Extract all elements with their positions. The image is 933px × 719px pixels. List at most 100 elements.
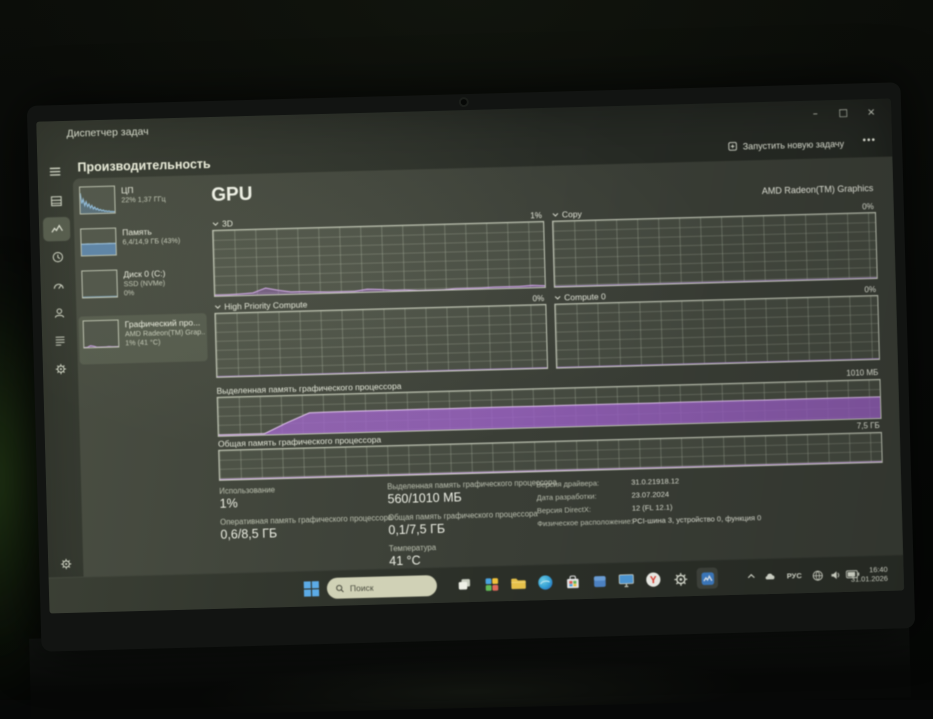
- new-task-icon: [727, 141, 738, 152]
- rail-item-details[interactable]: [46, 329, 74, 354]
- detail-directx-value: 12 (FL 12.1): [632, 503, 673, 513]
- system-tray: РУС 16:40 31.01.2026: [903, 555, 904, 591]
- minimize-button[interactable]: –: [801, 100, 830, 127]
- detail-location-value: PCI-шина 3, устройство 0, функция 0: [632, 513, 761, 525]
- search-input[interactable]: Поиск: [327, 575, 438, 599]
- widgets-icon: [483, 576, 499, 592]
- gpu-compute0-graph: [554, 295, 880, 369]
- rail-item-app-history[interactable]: [44, 245, 72, 270]
- gpu-detail-2: 1% (41 °C): [125, 336, 205, 347]
- task-manager-window: Диспетчер задач – □ × Производительность…: [36, 99, 904, 614]
- sidebar-item-disk[interactable]: Диск 0 (C:) SSD (NVMe) 0%: [77, 265, 206, 314]
- services-gear-icon: [53, 362, 67, 376]
- rail-item-processes[interactable]: [42, 189, 70, 214]
- sidebar-item-gpu[interactable]: Графический про... AMD Radeon(TM) Grap..…: [78, 313, 207, 364]
- store-icon: [564, 574, 580, 590]
- network-button[interactable]: [812, 570, 824, 582]
- language-indicator[interactable]: РУС: [787, 571, 802, 580]
- stat-utilization-label: Использование: [219, 485, 275, 496]
- sidebar-item-cpu[interactable]: ЦП 22% 1,37 ГГц: [75, 181, 204, 224]
- widgets-button[interactable]: [481, 573, 503, 595]
- gpu-3d-graph: [212, 221, 546, 297]
- rail-item-menu[interactable]: [41, 159, 69, 184]
- laptop-bezel: Диспетчер задач – □ × Производительность…: [27, 82, 915, 651]
- details-icon: [52, 334, 66, 348]
- graph-label-compute0[interactable]: Compute 0: [554, 291, 606, 302]
- svg-text:Y: Y: [650, 575, 657, 586]
- rail-item-services[interactable]: [47, 357, 75, 382]
- stat-dedicated-label: Выделенная память графического процессор…: [387, 478, 557, 492]
- window-controls: – □ ×: [801, 99, 886, 127]
- detail-location-label: Физическое расположение:: [537, 517, 633, 529]
- photo-scene: Диспетчер задач – □ × Производительность…: [0, 0, 933, 700]
- settings-app-gear-icon: [672, 571, 688, 587]
- cpu-text: ЦП 22% 1,37 ГГц: [121, 183, 201, 204]
- app-history-icon: [50, 250, 64, 264]
- stat-gpu-ram-value: 0,6/8,5 ГБ: [220, 526, 277, 542]
- more-options-button[interactable]: •••: [862, 135, 876, 146]
- detail-driver-version-value: 31.0.21918.12: [631, 476, 679, 486]
- cpu-detail: 22% 1,37 ГГц: [121, 193, 201, 204]
- clock[interactable]: 16:40 31.01.2026: [851, 565, 888, 584]
- close-button[interactable]: ×: [857, 99, 886, 126]
- disk-thumbnail-graph: [81, 270, 118, 299]
- screen: Диспетчер задач – □ × Производительность…: [36, 99, 904, 614]
- search-icon: [335, 583, 345, 593]
- chevron-down-icon: [552, 212, 559, 217]
- graph-label-copy[interactable]: Copy: [552, 209, 582, 220]
- start-button[interactable]: [301, 578, 323, 600]
- run-new-task-button[interactable]: Запустить новую задачу: [727, 138, 845, 152]
- gpu-text: Графический про... AMD Radeon(TM) Grap..…: [125, 317, 206, 347]
- menu-icon: [47, 163, 62, 178]
- rail-item-users[interactable]: [45, 301, 73, 326]
- folder-icon: [510, 575, 527, 592]
- chevron-down-icon: [554, 295, 561, 300]
- chevron-down-icon: [214, 304, 221, 309]
- performance-content: ЦП 22% 1,37 ГГц Память 6,4/14,9 ГБ (43%): [73, 157, 903, 577]
- webcam-dot: [461, 99, 467, 105]
- blue-app-icon: [591, 573, 607, 589]
- disk-text: Диск 0 (C:) SSD (NVMe) 0%: [123, 267, 204, 297]
- stat-gpu-ram-label: Оперативная память графического процессо…: [220, 513, 392, 527]
- detail-driver-date-value: 23.07.2024: [631, 490, 669, 500]
- processes-icon: [49, 194, 63, 208]
- yandex-browser-button[interactable]: Y: [643, 569, 665, 591]
- microsoft-store-button[interactable]: [562, 571, 584, 593]
- network-globe-icon: [812, 570, 824, 582]
- stat-temperature-value: 41 °C: [389, 553, 421, 568]
- chevron-down-icon: [212, 221, 219, 226]
- graph-value-hpc: 0%: [514, 294, 544, 304]
- task-manager-icon: [699, 570, 715, 586]
- gpu-hpc-graph: [214, 304, 548, 378]
- maximize-button[interactable]: □: [829, 99, 858, 126]
- gpu-copy-graph: [552, 212, 878, 288]
- tray-date: 31.01.2026: [851, 574, 888, 584]
- display-app-button[interactable]: [616, 570, 638, 592]
- blue-app-button[interactable]: [589, 570, 611, 592]
- startup-apps-icon: [51, 278, 65, 292]
- stat-shared-label: Общая память графического процессора: [388, 509, 538, 522]
- graph-value-copy: 0%: [844, 202, 874, 212]
- gpu-page-title: GPU: [211, 184, 253, 207]
- task-manager-app-button[interactable]: [697, 567, 719, 589]
- graph-label-3d[interactable]: 3D: [212, 218, 233, 229]
- users-icon: [52, 306, 66, 320]
- gpu-device-name: AMD Radeon(TM) Graphics: [762, 183, 874, 196]
- rail-item-startup-apps[interactable]: [44, 273, 72, 298]
- volume-button[interactable]: [830, 569, 842, 581]
- dedicated-memory-scale: 1010 МБ: [833, 368, 878, 378]
- edge-icon: [537, 574, 554, 591]
- tray-cloud-button[interactable]: [764, 571, 776, 581]
- sidebar-item-memory[interactable]: Память 6,4/14,9 ГБ (43%): [76, 223, 205, 266]
- stat-shared-value: 0,1/7,5 ГБ: [388, 522, 445, 538]
- settings-app-button[interactable]: [670, 568, 692, 590]
- rail-item-settings[interactable]: [52, 552, 80, 577]
- file-explorer-button[interactable]: [508, 573, 530, 595]
- rail-item-performance[interactable]: [43, 217, 71, 242]
- tray-chevron-button[interactable]: [747, 572, 756, 579]
- cloud-icon: [764, 571, 776, 581]
- task-view-button[interactable]: [454, 574, 476, 596]
- stat-temperature-label: Температура: [389, 543, 436, 553]
- edge-browser-button[interactable]: [535, 572, 557, 594]
- run-new-task-label: Запустить новую задачу: [743, 138, 845, 151]
